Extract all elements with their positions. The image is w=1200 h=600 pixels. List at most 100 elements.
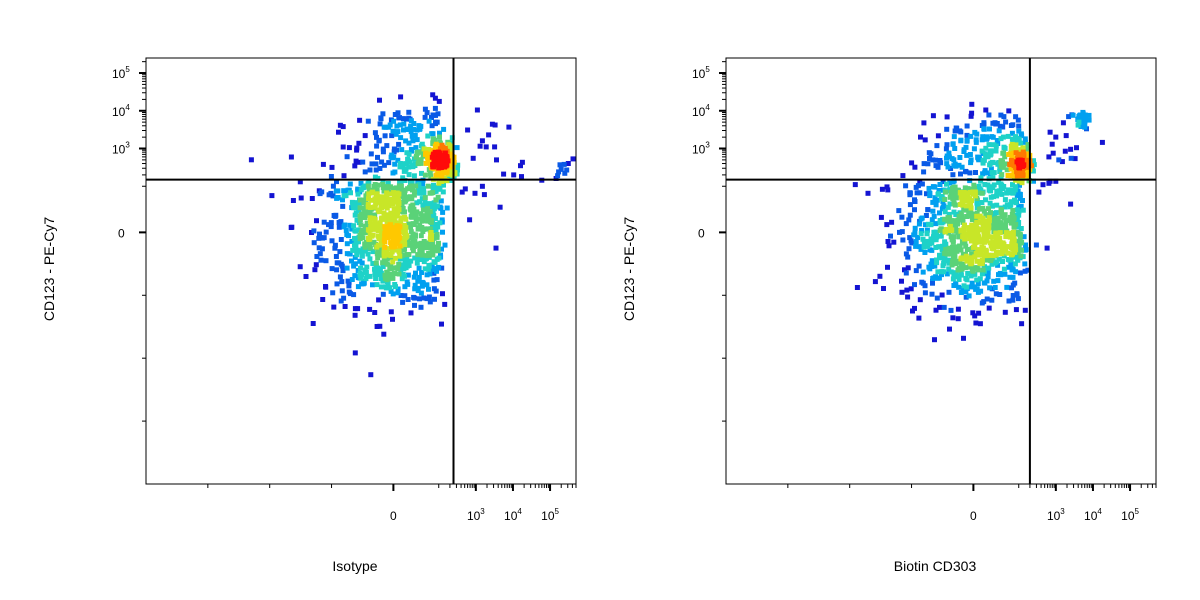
event-dot [423,152,429,158]
event-dot [346,283,352,289]
event-dot [428,230,434,235]
event-dot [388,184,394,190]
event-dot [409,148,415,154]
event-dot [1015,188,1021,194]
event-dot [988,258,994,264]
event-dot [1018,140,1024,146]
event-dot [395,110,401,116]
event-dot [986,305,992,311]
event-dot [352,163,358,169]
event-dot [917,190,923,196]
event-dot [412,255,418,261]
event-dot [363,240,369,245]
event-dot [373,201,379,207]
event-dot [972,254,978,260]
event-dot [939,272,944,278]
event-dot [955,316,961,322]
event-dot [972,271,978,277]
event-dot [383,251,389,257]
event-dot [409,196,415,202]
event-dot [387,285,393,291]
event-dot [1013,254,1019,260]
event-dot [367,306,373,312]
event-dot [353,158,359,164]
event-dot [965,247,971,252]
event-dot [1002,244,1008,250]
event-dot [313,262,319,268]
event-dot [983,257,989,263]
event-dot [949,262,955,268]
event-dot [407,126,413,132]
event-dot [417,190,423,196]
event-dot [929,291,935,297]
event-dot [952,185,958,191]
event-dot [380,260,386,266]
event-dot [412,133,418,138]
event-dot [986,142,992,148]
event-dot [976,234,982,240]
event-dot [421,240,427,246]
event-dot [379,205,384,211]
event-dot [391,118,397,124]
event-dot [920,269,926,275]
event-dot [340,197,345,203]
event-dot [1019,173,1025,179]
event-dot [338,237,344,242]
event-dot [958,272,964,278]
event-dot [434,234,440,240]
event-dot [564,167,570,173]
y-tick-label: 104 [692,103,710,119]
event-dot [372,310,378,315]
event-dot [998,159,1004,165]
event-dot [406,151,412,157]
event-dot [385,180,391,186]
event-dot [380,197,386,202]
event-dot [465,127,471,133]
y-tick-label: 105 [692,65,710,81]
event-dot [409,133,415,139]
event-dot [943,226,949,232]
event-dot [436,264,442,270]
event-dot [977,186,983,192]
event-dot [934,234,940,240]
event-dots [248,92,576,378]
event-dot [1062,148,1068,154]
event-dot [910,308,915,314]
event-dot [1019,321,1025,327]
event-dot [987,126,992,132]
event-dot [329,238,335,244]
event-dot [448,146,454,152]
event-dot [431,212,437,218]
event-dot [969,251,975,257]
event-dot [1072,156,1078,162]
event-dot [999,172,1005,178]
event-dot [367,242,373,248]
event-dot [413,216,419,222]
event-dot [434,268,439,274]
event-dot [352,203,358,209]
event-dot [419,149,425,155]
event-dot [450,168,455,174]
event-dot [412,302,417,308]
y-tick-label: 103 [112,141,130,157]
event-dot [401,256,407,262]
event-dot [319,189,325,195]
event-dot [963,265,969,271]
y-axis-label: CD123 - PE-Cy7 [41,217,57,321]
event-dot [395,236,401,242]
event-dot [412,286,418,292]
event-dot [401,247,407,253]
event-dot [386,217,392,223]
event-dot [455,162,461,168]
event-dot [976,183,982,189]
event-dot [367,256,373,262]
event-dot [1010,293,1016,298]
event-dot [982,182,988,187]
event-dot [961,192,967,198]
event-dot [979,237,985,243]
event-dot [416,243,422,249]
event-dot [917,297,923,303]
event-dot [942,256,948,262]
event-dot [408,123,414,129]
